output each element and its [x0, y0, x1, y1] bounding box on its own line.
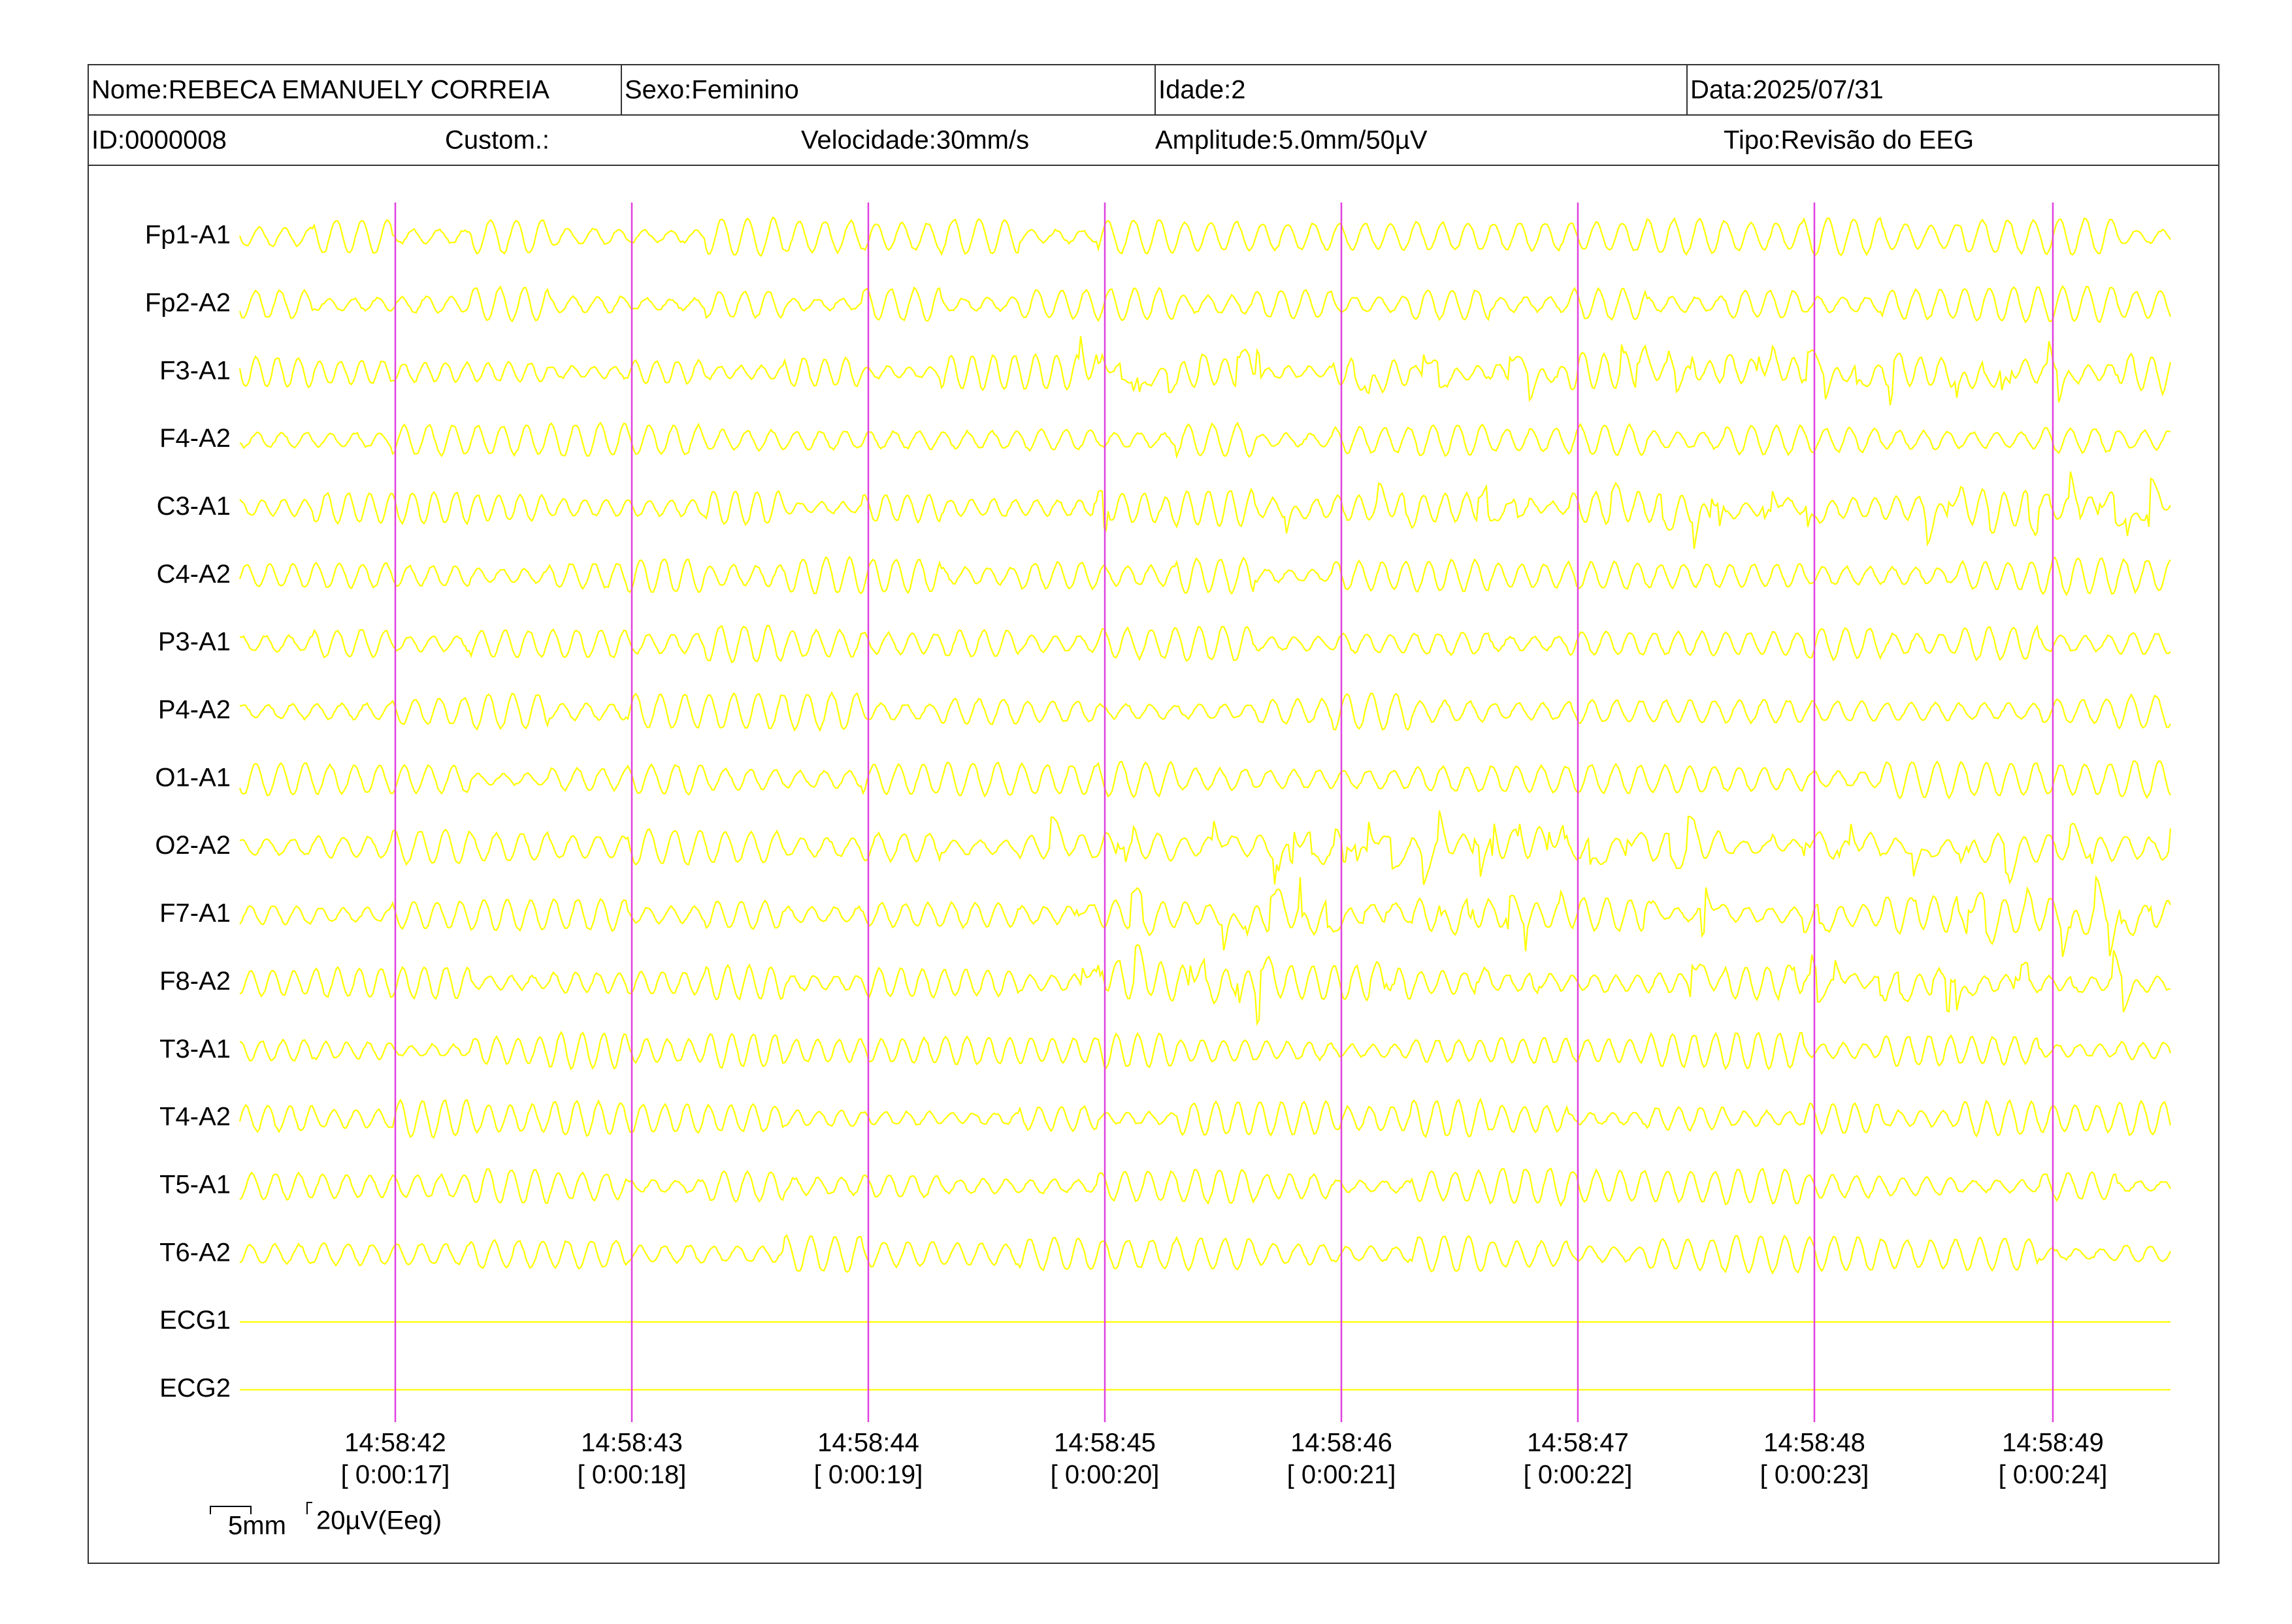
type: Tipo:Revisão do EEG — [1724, 126, 1974, 155]
channel-label: F3-A1 — [159, 356, 231, 385]
channel-label: Fp1-A1 — [145, 221, 231, 250]
elapsed-label: [ 0:00:22] — [1524, 1461, 1633, 1489]
channel-label: T3-A1 — [159, 1035, 231, 1064]
elapsed-label: [ 0:00:24] — [1999, 1461, 2108, 1489]
channel-label: C4-A2 — [157, 560, 231, 589]
custom: Custom.: — [445, 126, 549, 155]
eeg-trace — [239, 624, 2171, 664]
eeg-trace — [239, 690, 2171, 732]
elapsed-label: [ 0:00:17] — [341, 1461, 450, 1489]
eeg-trace — [238, 336, 2172, 406]
time-label: 14:58:43 — [581, 1429, 683, 1457]
elapsed-label: [ 0:00:23] — [1760, 1461, 1869, 1489]
scale-bar-time — [210, 1506, 252, 1514]
scale-time: 5mm — [228, 1512, 286, 1540]
channel-label: F8-A2 — [159, 967, 231, 996]
channel-label: T6-A2 — [159, 1238, 231, 1267]
eeg-trace — [239, 875, 2171, 957]
eeg-trace — [238, 285, 2172, 323]
elapsed-label: [ 0:00:18] — [578, 1461, 687, 1489]
channel-label: ECG2 — [159, 1374, 231, 1403]
eeg-trace — [238, 216, 2171, 257]
eeg-trace — [239, 1030, 2172, 1071]
eeg-trace — [239, 810, 2172, 885]
time-label: 14:58:45 — [1054, 1429, 1156, 1457]
sex: Sexo:Feminino — [625, 76, 799, 105]
patient-id: ID:0000008 — [91, 126, 227, 155]
elapsed-label: [ 0:00:21] — [1287, 1461, 1396, 1489]
channel-label: O2-A2 — [155, 831, 231, 860]
scale-amplitude: 20µV(Eeg) — [316, 1506, 442, 1535]
eeg-trace — [238, 760, 2171, 800]
eeg-trace — [239, 421, 2171, 459]
channel-label: F4-A2 — [159, 424, 231, 453]
time-label: 14:58:44 — [817, 1429, 919, 1457]
channel-label: F7-A1 — [159, 899, 231, 928]
eeg-trace — [239, 1167, 2171, 1207]
channel-label: C3-A1 — [157, 492, 231, 521]
channel-label: Fp2-A2 — [145, 288, 231, 317]
channel-label: P4-A2 — [158, 696, 231, 724]
channel-label: T5-A1 — [159, 1170, 231, 1199]
elapsed-label: [ 0:00:19] — [814, 1461, 923, 1489]
time-label: 14:58:47 — [1527, 1429, 1629, 1457]
frame — [88, 64, 2219, 1564]
time-label: 14:58:49 — [2002, 1429, 2104, 1457]
eeg-trace — [238, 1097, 2172, 1139]
age: Idade:2 — [1158, 76, 1245, 105]
channel-label: O1-A1 — [155, 763, 231, 792]
elapsed-label: [ 0:00:20] — [1051, 1461, 1160, 1489]
amplitude: Amplitude:5.0mm/50µV — [1155, 126, 1428, 155]
channel-label: ECG1 — [159, 1306, 231, 1335]
patient-name: Nome:REBECA EMANUELY CORREIA — [91, 76, 549, 105]
time-label: 14:58:48 — [1763, 1429, 1865, 1457]
date: Data:2025/07/31 — [1690, 76, 1884, 105]
eeg-trace — [239, 471, 2171, 549]
time-label: 14:58:42 — [344, 1429, 446, 1457]
eeg-trace — [238, 555, 2171, 596]
eeg-trace — [239, 943, 2171, 1026]
speed: Velocidade:30mm/s — [801, 126, 1029, 155]
eeg-trace — [239, 1233, 2171, 1275]
channel-label: T4-A2 — [159, 1103, 231, 1131]
scale-bar-amplitude — [306, 1502, 312, 1514]
time-label: 14:58:46 — [1290, 1429, 1392, 1457]
channel-label: P3-A1 — [158, 628, 231, 657]
